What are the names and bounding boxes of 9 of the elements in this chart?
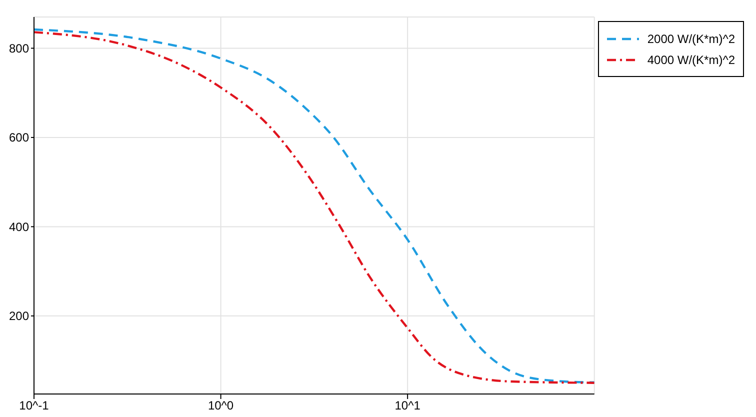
- y-tick-label: 800: [8, 41, 30, 56]
- y-tick-label: 400: [8, 220, 30, 234]
- x-tick-label: 10^-1: [19, 398, 50, 413]
- x-tick-label: 10^1: [394, 398, 421, 413]
- x-tick-label: 10^0: [208, 398, 234, 413]
- legend-label: 4000 W/(K*m)^2: [647, 52, 735, 66]
- legend-label: 2000 W/(K*m)^2: [647, 32, 735, 46]
- y-tick-label: 200: [8, 309, 30, 324]
- y-tick-label: 600: [8, 130, 30, 145]
